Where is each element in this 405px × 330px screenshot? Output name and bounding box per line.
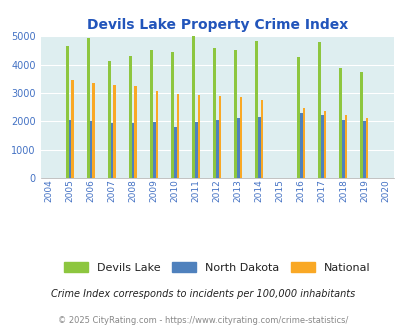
Bar — [108, 61, 111, 178]
Bar — [111, 123, 113, 178]
Bar — [171, 51, 173, 178]
Bar — [341, 120, 344, 178]
Bar — [90, 121, 92, 178]
Bar — [152, 122, 155, 178]
Bar — [192, 36, 194, 178]
Bar — [71, 80, 74, 178]
Bar — [234, 50, 236, 178]
Bar — [344, 115, 347, 178]
Bar — [131, 123, 134, 178]
Bar — [362, 121, 365, 178]
Bar — [87, 38, 90, 178]
Bar — [155, 91, 158, 178]
Bar — [359, 72, 362, 178]
Bar — [173, 126, 176, 178]
Bar — [66, 46, 68, 178]
Bar — [129, 56, 131, 178]
Bar — [365, 118, 368, 178]
Bar — [339, 68, 341, 178]
Bar — [302, 108, 305, 178]
Bar — [92, 83, 95, 178]
Bar — [150, 50, 152, 178]
Bar — [257, 117, 260, 178]
Bar — [323, 111, 326, 178]
Bar — [218, 96, 221, 178]
Bar — [254, 41, 257, 178]
Bar — [194, 122, 197, 178]
Legend: Devils Lake, North Dakota, National: Devils Lake, North Dakota, National — [59, 257, 374, 277]
Bar — [236, 118, 239, 178]
Bar — [318, 42, 320, 178]
Bar — [260, 100, 263, 178]
Text: Crime Index corresponds to incidents per 100,000 inhabitants: Crime Index corresponds to incidents per… — [51, 289, 354, 299]
Title: Devils Lake Property Crime Index: Devils Lake Property Crime Index — [86, 18, 347, 32]
Bar — [296, 57, 299, 178]
Bar — [113, 85, 116, 178]
Bar — [239, 97, 242, 178]
Bar — [213, 48, 215, 178]
Bar — [68, 120, 71, 178]
Bar — [197, 95, 200, 178]
Bar — [215, 120, 218, 178]
Bar — [299, 113, 302, 178]
Bar — [134, 86, 137, 178]
Text: © 2025 CityRating.com - https://www.cityrating.com/crime-statistics/: © 2025 CityRating.com - https://www.city… — [58, 316, 347, 325]
Bar — [176, 94, 179, 178]
Bar — [320, 115, 323, 178]
